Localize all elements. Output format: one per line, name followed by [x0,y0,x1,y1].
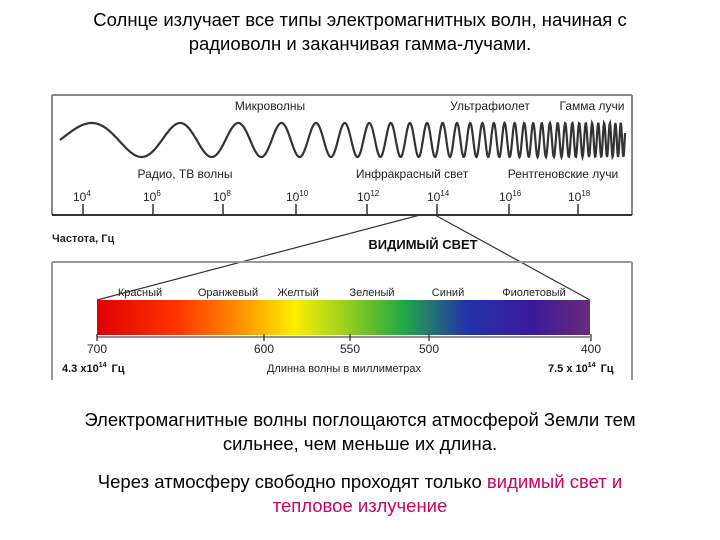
color-names: Красный Оранжевый Желтый Зеленый Синий Фиолет… [118,287,566,299]
freq-axis-label: Частота, Гц [52,233,115,245]
caption2-plain: Через атмосферу свободно проходят только [97,471,487,492]
zoom-connector [96,214,591,301]
color-name-label: Оранжевый [198,287,258,299]
right-frequency: 7.5 x 1014 Гц [548,362,614,375]
color-name-label: Синий [432,287,464,299]
freq-tick-label: 106 [143,189,161,204]
caption1-line-1: Электромагнитные волны поглощаются атмос… [84,409,636,430]
visible-panel: Красный Оранжевый Желтый Зеленый Синий Фиолет… [51,261,633,380]
color-name-label: Красный [118,287,162,299]
caption1-line-2: сильнее, чем меньше их длина. [222,433,498,454]
spectrum-panel: Микроволны Ультрафиолет Гамма лучи Радио… [51,94,633,245]
wavelength-tick-label: 700 [87,342,107,356]
em-wave [59,118,627,162]
label-radio-tv: Радио, ТВ волны [138,167,233,181]
label-microwaves: Микроволны [235,99,305,113]
visible-spectrum-bar [97,300,590,335]
title-line-2: радиоволн и заканчивая гамма-лучами. [188,33,532,54]
label-gamma: Гамма лучи [560,99,625,113]
freq-tick-label: 108 [213,189,231,204]
left-frequency: 4.3 x1014 Гц [62,362,125,375]
wavelength-tick-label: 400 [581,342,601,356]
label-infrared: Инфракрасный свет [356,167,469,181]
freq-tick-label: 1010 [286,189,309,204]
color-name-label: Зеленый [349,287,394,299]
frequency-ticks: 104 106 108 1010 1012 1014 1016 1018 [73,189,591,215]
wavelength-tick-label: 600 [254,342,274,356]
freq-tick-label: 104 [73,189,91,204]
color-name-label: Фиолетовый [502,287,565,299]
title-line-1: Солнце излучает все типы электромагнитны… [93,9,627,30]
wavelength-tick-label: 500 [419,342,439,356]
caption2-line-1: Через атмосферу свободно проходят только… [0,470,720,494]
wavelength-tick-label: 550 [340,342,360,356]
zoom-line-left [96,214,421,301]
freq-tick-label: 1016 [499,189,522,204]
label-xray: Рентгеновские лучи [508,167,619,181]
visible-light-heading: ВИДИМЫЙ СВЕТ [368,237,477,252]
freq-tick-label: 1012 [357,189,380,204]
freq-tick-label: 1018 [568,189,591,204]
caption-absorption: Электромагнитные волны поглощаются атмос… [0,408,720,456]
caption-transparency: Через атмосферу свободно проходят только… [0,470,720,518]
label-ultraviolet: Ультрафиолет [450,99,530,113]
zoom-line-right [434,214,591,301]
wavelength-axis-label: Длинна волны в миллиметрах [267,363,422,375]
caption2-highlight-2: тепловое излучение [272,495,448,516]
color-name-label: Желтый [277,287,318,299]
freq-tick-label: 1014 [427,189,450,204]
wavelength-ticks: 700 600 550 500 400 [87,334,601,356]
page-title: Солнце излучает все типы электромагнитны… [0,8,720,56]
caption2-highlight-1: видимый свет и [486,471,623,492]
